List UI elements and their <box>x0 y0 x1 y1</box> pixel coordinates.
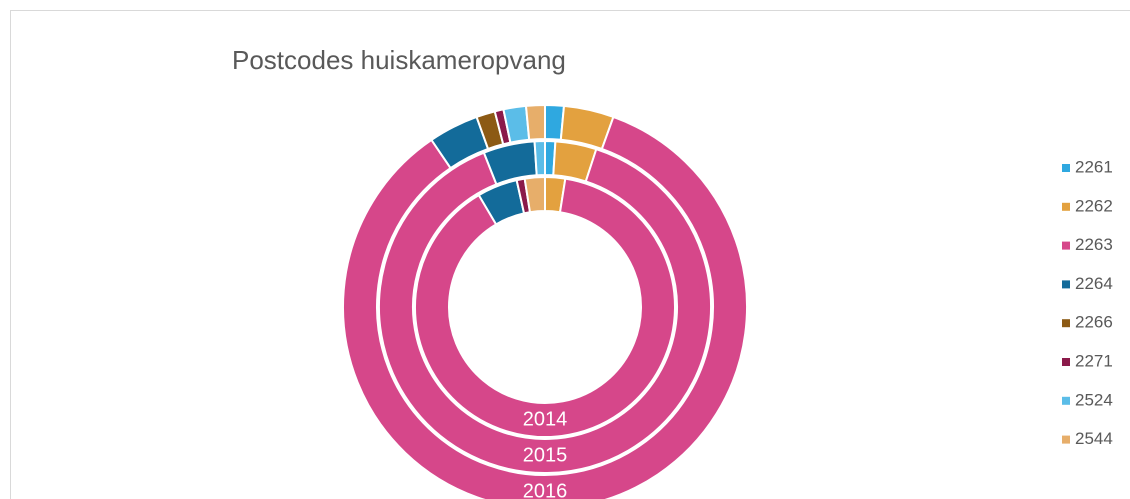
legend-label: 2271 <box>1075 351 1113 370</box>
legend-swatch <box>1062 280 1070 289</box>
ring-label: 2014 <box>523 408 568 430</box>
legend-label: 2262 <box>1075 196 1113 215</box>
legend-swatch <box>1062 396 1070 405</box>
donut-slice <box>378 147 712 474</box>
legend-swatch <box>1062 164 1070 172</box>
legend-swatch <box>1062 202 1070 211</box>
donut-slice <box>342 115 748 499</box>
donut-slice <box>523 175 546 214</box>
legend-label: 2524 <box>1075 390 1113 409</box>
donut-slice <box>533 139 546 177</box>
donut-slice <box>524 103 546 141</box>
legend-label: 2263 <box>1075 235 1113 254</box>
ring-label: 2015 <box>523 444 568 466</box>
chart-border <box>10 10 1130 499</box>
legend-label: 2264 <box>1075 274 1113 293</box>
chart-title: Postcodes huiskameropvang <box>232 45 566 75</box>
donut-slice <box>414 177 676 438</box>
ring-label: 2016 <box>523 480 568 499</box>
legend-label: 2544 <box>1075 429 1113 448</box>
legend-swatch <box>1062 358 1070 366</box>
legend-swatch <box>1062 241 1070 250</box>
legend-swatch <box>1062 319 1070 328</box>
legend-swatch <box>1062 435 1070 444</box>
legend-label: 2266 <box>1075 313 1113 332</box>
legend-label: 2261 <box>1075 157 1113 176</box>
